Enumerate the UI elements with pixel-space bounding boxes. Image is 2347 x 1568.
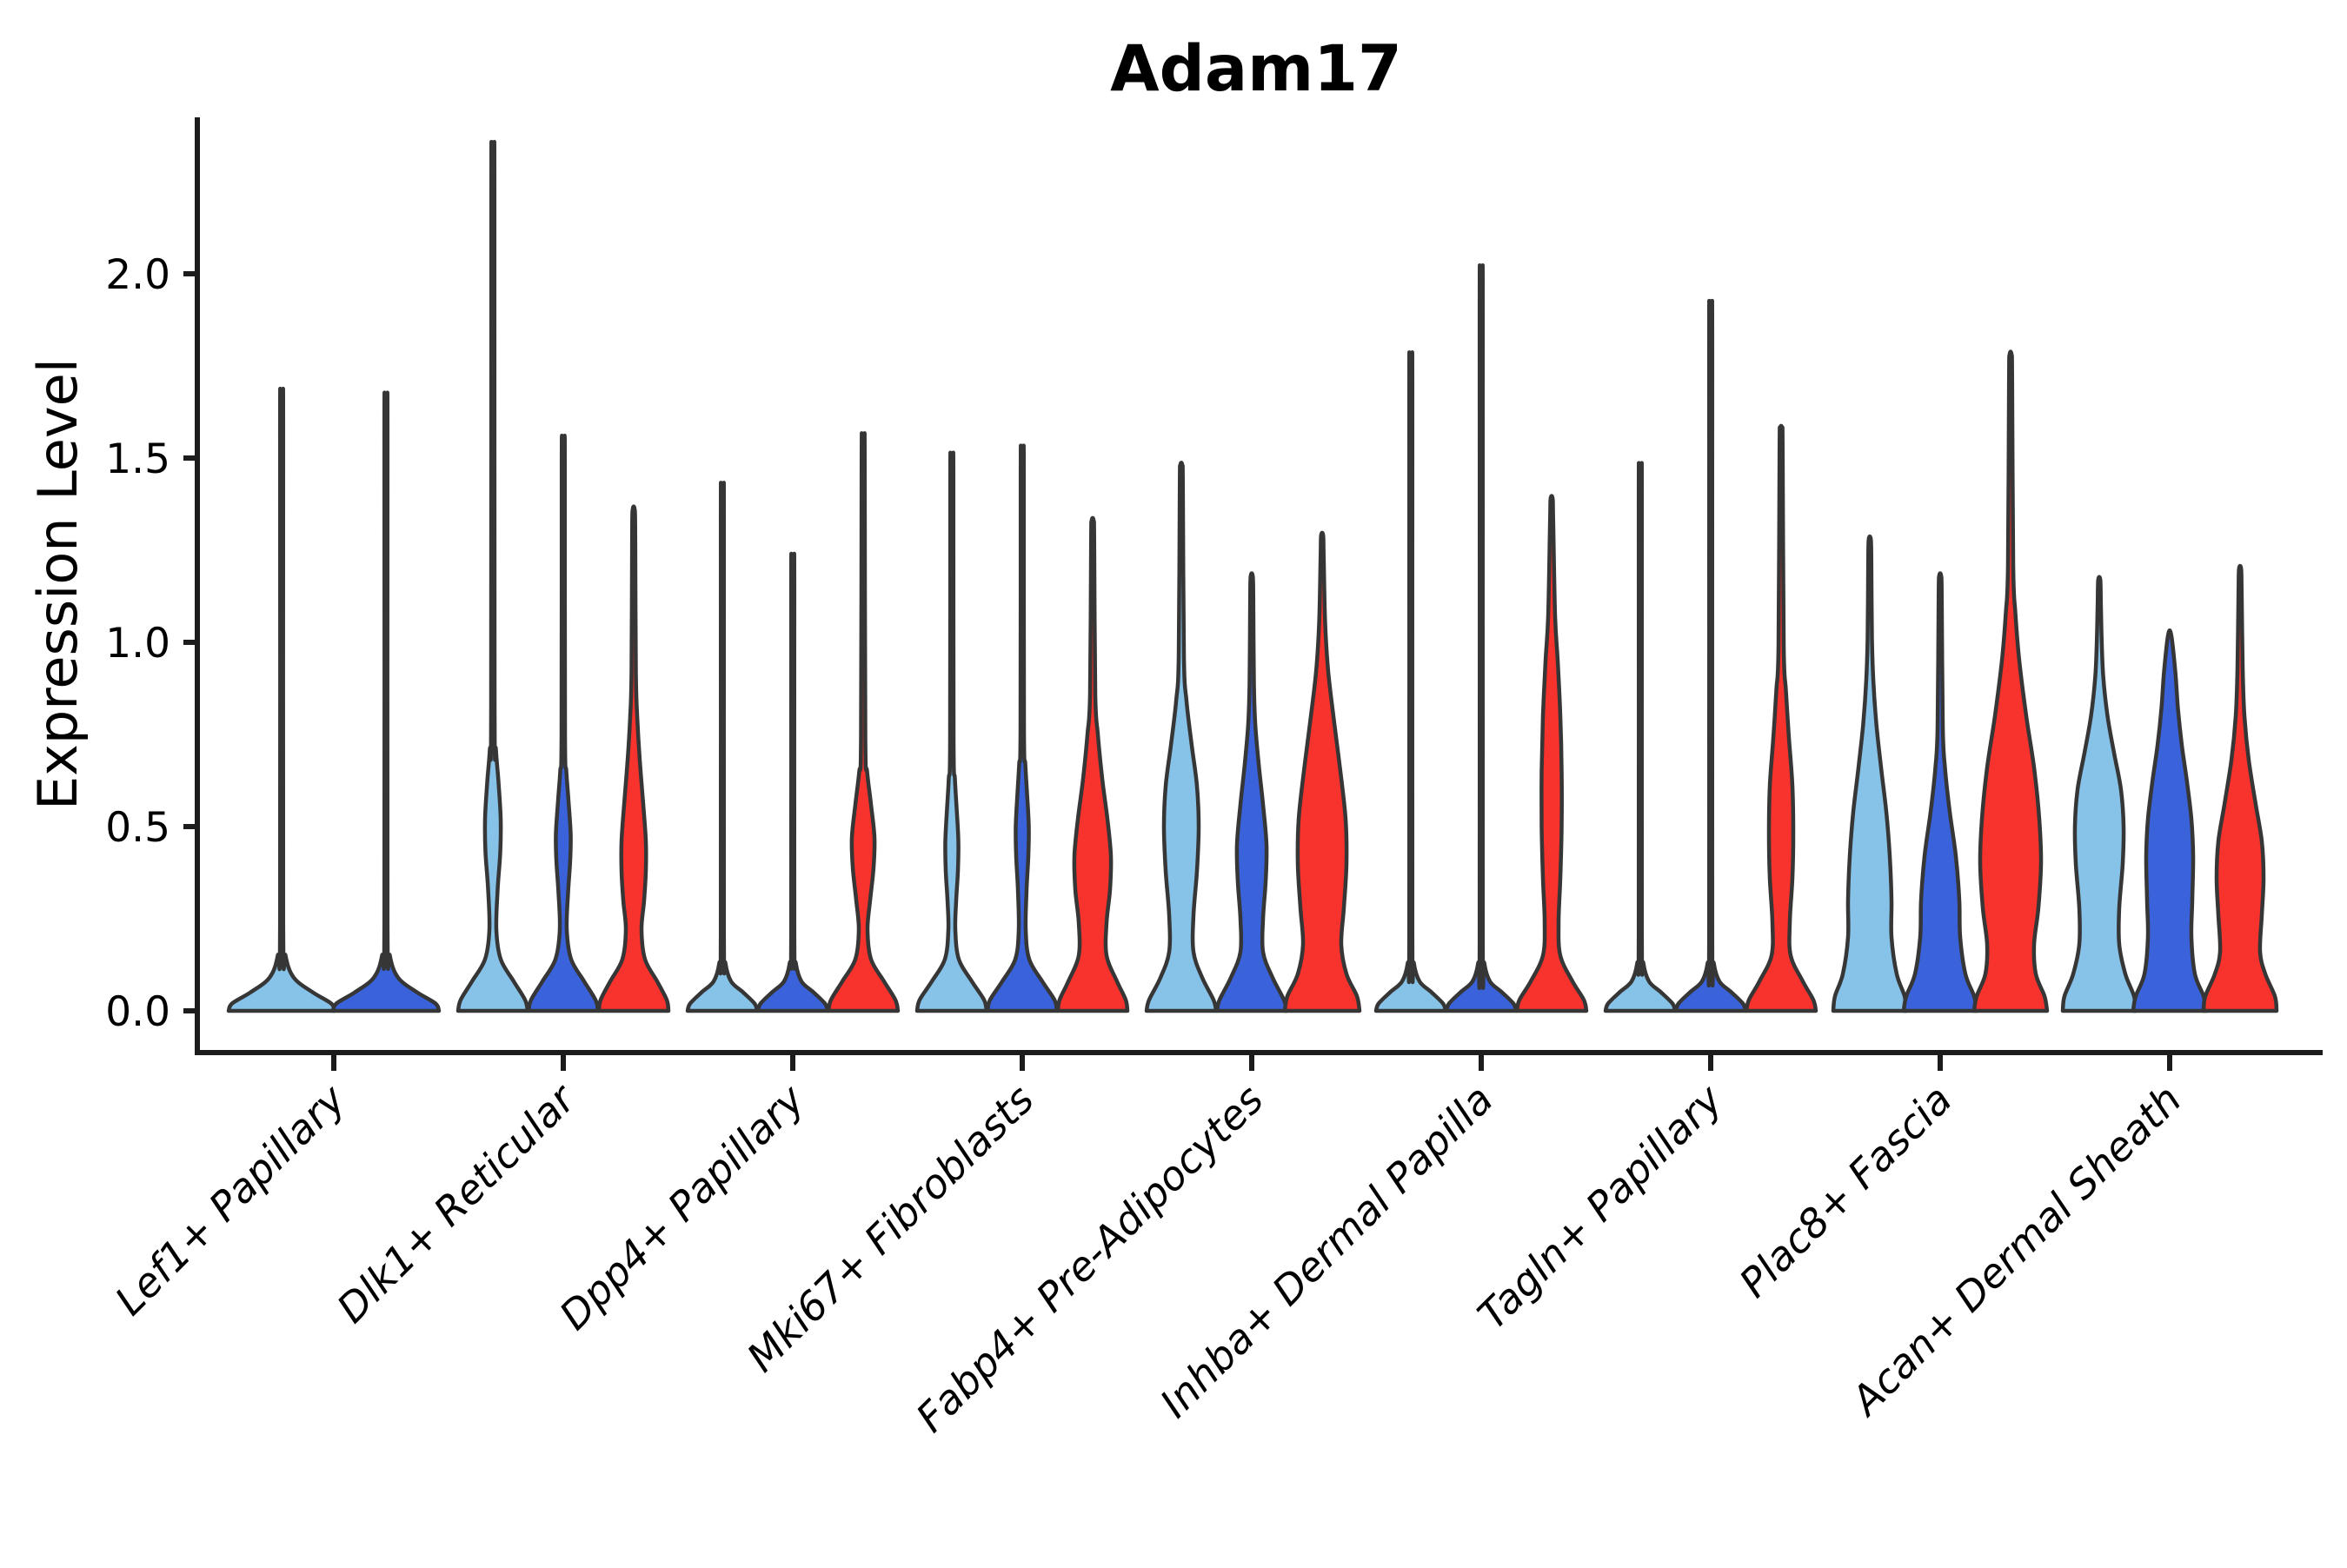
violin-skyblue xyxy=(685,481,760,1013)
violin-red xyxy=(2201,563,2279,1013)
y-tick-label: 0.5 xyxy=(105,804,170,852)
violin-red xyxy=(596,504,671,1013)
violin-royalblue xyxy=(1901,571,1979,1013)
violin-royalblue xyxy=(2131,628,2209,1013)
violin-skyblue xyxy=(1373,350,1448,1013)
y-axis-label: Expression Level xyxy=(26,358,90,810)
y-tick-label: 1.5 xyxy=(105,435,170,483)
violin-red xyxy=(1282,530,1362,1013)
y-tick-label: 1.0 xyxy=(105,620,170,668)
violins-layer xyxy=(226,140,2279,1013)
violin-skyblue xyxy=(226,387,337,1013)
violin-skyblue xyxy=(1144,461,1219,1013)
violin-skyblue xyxy=(1603,461,1678,1013)
violin-red xyxy=(826,431,901,1013)
violin-skyblue xyxy=(455,140,530,1013)
x-tick-label: Lef1+ Papillary xyxy=(106,1075,355,1324)
plot-title: Adam17 xyxy=(1110,32,1402,106)
y-tick-label: 0.0 xyxy=(105,988,170,1036)
violin-royalblue xyxy=(330,390,442,1013)
violin-red xyxy=(1744,423,1818,1013)
violin-skyblue xyxy=(914,450,989,1013)
violin-royalblue xyxy=(1673,298,1748,1013)
y-tick-label: 2.0 xyxy=(105,251,170,299)
violin-skyblue xyxy=(2060,575,2138,1013)
x-tick-label: Plac8+ Fascia xyxy=(1730,1076,1960,1306)
violin-royalblue xyxy=(526,434,601,1013)
x-tick-label: Dlk1+ Reticular xyxy=(328,1073,586,1332)
x-tick-label: Dpp4+ Papillary xyxy=(550,1075,814,1339)
violin-red xyxy=(1971,349,2050,1013)
violin-red xyxy=(1055,515,1130,1013)
violin-skyblue xyxy=(1831,534,1909,1013)
violin-royalblue xyxy=(755,551,830,1013)
violin-red xyxy=(1514,494,1589,1013)
violin-royalblue xyxy=(1214,571,1289,1013)
violin-royalblue xyxy=(1444,262,1519,1013)
y-axis-ticks: 0.0 0.5 1.0 1.5 2.0 xyxy=(105,251,197,1036)
x-tick-label: Tagln+ Papillary xyxy=(1468,1075,1732,1339)
violin-royalblue xyxy=(985,443,1060,1013)
